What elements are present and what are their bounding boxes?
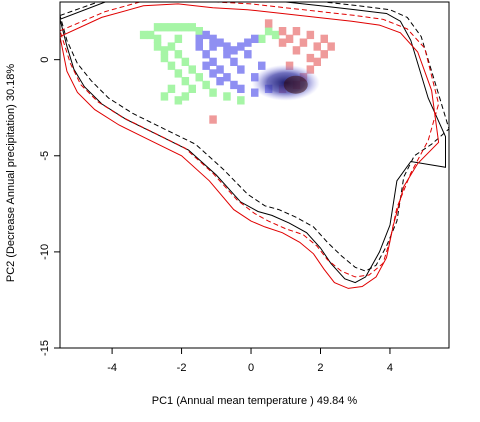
- x-tick-label: 0: [248, 362, 254, 374]
- contour-line-black-dashed: [60, 2, 449, 272]
- density-cell-native: [160, 53, 169, 63]
- density-cell-overlap: [223, 50, 231, 59]
- density-cell-native: [181, 23, 190, 32]
- density-cell-native: [153, 34, 162, 43]
- density-cell-native: [167, 42, 176, 51]
- density-cell-native: [181, 92, 190, 101]
- density-cell-native: [195, 27, 203, 36]
- density-cell-invaded: [306, 53, 315, 63]
- density-cell-overlap: [251, 34, 259, 43]
- density-cell-native: [181, 57, 190, 66]
- x-tick-label: 4: [387, 362, 393, 374]
- density-cell-overlap: [237, 42, 245, 51]
- density-cell-native: [153, 23, 162, 32]
- density-cell-overlap: [209, 57, 217, 66]
- density-cell-invaded: [313, 42, 321, 51]
- density-cell-invaded: [292, 27, 301, 36]
- density-cell-overlap: [202, 30, 210, 40]
- density-cell-invaded: [306, 65, 315, 74]
- density-cell-overlap: [209, 69, 217, 78]
- density-cell-native: [223, 92, 231, 101]
- density-cell-native: [167, 23, 176, 32]
- density-cell-overlap: [244, 50, 252, 59]
- density-cell-native: [174, 23, 183, 32]
- density-cell-native: [167, 61, 176, 70]
- density-cell-native: [202, 80, 210, 90]
- density-cell-invaded: [278, 27, 287, 36]
- contour-line-red-dashed: [60, 2, 440, 278]
- contour-lines: [60, 2, 449, 289]
- density-cell-invaded: [320, 50, 328, 59]
- density-peak: [251, 64, 320, 101]
- density-cell-overlap: [244, 38, 252, 47]
- y-tick-label: -15: [39, 340, 51, 356]
- plot-area: [59, 1, 450, 349]
- x-tick-label: -4: [107, 362, 117, 374]
- density-cell-overlap: [237, 65, 245, 74]
- density-cell-invaded: [327, 42, 335, 51]
- density-cell-overlap: [223, 42, 231, 51]
- y-axis: 0 -5 -10 -15: [39, 57, 60, 356]
- density-cell-overlap: [195, 34, 203, 43]
- density-cell-native: [160, 92, 169, 101]
- density-cell-native: [209, 88, 217, 97]
- density-cell-native: [181, 77, 190, 86]
- density-cell-native: [195, 73, 203, 82]
- density-cell-overlap: [216, 77, 224, 86]
- y-tick-label: 0: [39, 57, 51, 63]
- density-cell-native: [188, 23, 196, 32]
- contour-line-red-solid: [60, 3, 440, 289]
- density-cell-native: [160, 23, 169, 32]
- density-cell-native: [139, 30, 148, 40]
- density-cell-native: [153, 42, 162, 51]
- x-tick-label: -2: [177, 362, 187, 374]
- density-cell-overlap: [237, 84, 245, 93]
- density-cell-native: [174, 69, 183, 78]
- density-cell-native: [174, 96, 183, 105]
- density-cell-overlap: [202, 50, 210, 59]
- density-cell-overlap: [216, 65, 224, 74]
- density-cell-overlap: [216, 38, 224, 47]
- density-cell-invaded: [264, 19, 273, 28]
- density-cell-native: [271, 30, 280, 40]
- density-cell-overlap: [258, 61, 266, 70]
- density-cell-overlap: [230, 57, 238, 66]
- density-cell-native: [188, 84, 196, 93]
- y-tick-label: -5: [39, 151, 51, 161]
- density-cell-native: [167, 84, 176, 93]
- density-cell-overlap: [251, 88, 259, 97]
- density-cell-overlap: [202, 61, 210, 70]
- density-cell-overlap: [209, 34, 217, 43]
- density-cell-native: [264, 27, 273, 36]
- plot-frame: [59, 1, 450, 349]
- density-cell-native: [258, 34, 266, 43]
- density-cell-invaded: [209, 115, 217, 124]
- density-cell-invaded: [313, 57, 321, 66]
- x-axis: -4 -2 0 2 4: [107, 348, 393, 374]
- density-cell-invaded: [320, 34, 328, 43]
- density-cell-native: [237, 96, 245, 105]
- density-cell-native: [174, 34, 183, 43]
- density-cell-invaded: [292, 46, 301, 55]
- density-peak-invaded: [283, 75, 308, 94]
- y-tick-label: -10: [39, 244, 51, 260]
- density-cell-native: [188, 65, 196, 74]
- density-cell-native: [174, 50, 183, 59]
- density-cell-invaded: [278, 38, 287, 47]
- density-cell-overlap: [230, 80, 238, 90]
- x-axis-label: PC1 (Annual mean temperature ) 49.84 %: [152, 395, 358, 407]
- x-tick-label: 2: [317, 362, 323, 374]
- density-cell-native: [146, 30, 155, 40]
- density-cell-native: [160, 46, 169, 55]
- density-cell-invaded: [299, 38, 308, 47]
- density-cell-overlap: [195, 42, 203, 51]
- density-cell-overlap: [230, 46, 238, 55]
- density-cell-overlap: [223, 73, 231, 82]
- y-axis-label: PC2 (Decrease Annual precipitation) 30.1…: [5, 64, 17, 283]
- density-cell-invaded: [306, 30, 315, 40]
- density-cell-overlap: [209, 42, 217, 51]
- density-cell-invaded: [285, 34, 294, 43]
